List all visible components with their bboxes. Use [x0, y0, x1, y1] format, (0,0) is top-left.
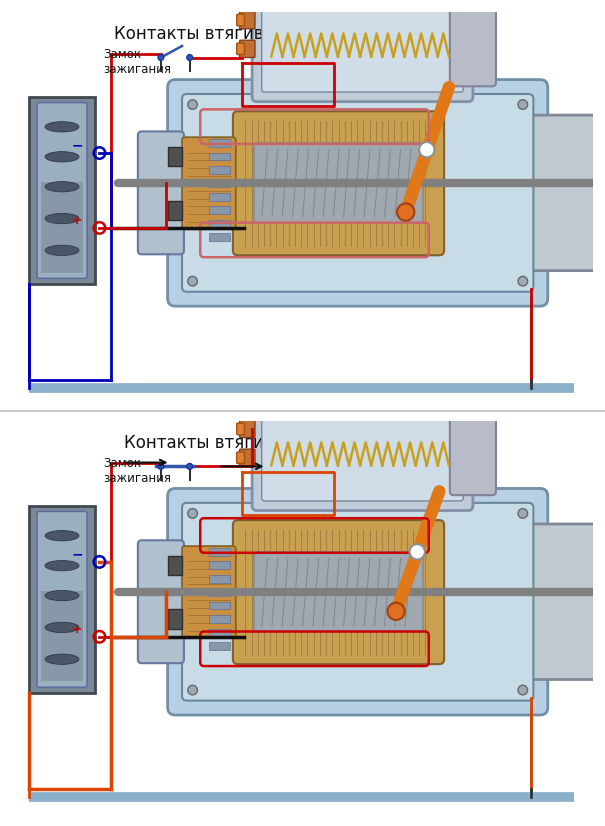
- Ellipse shape: [45, 622, 79, 633]
- Text: Контакты втягивающего реле замкнуты: Контакты втягивающего реле замкнуты: [124, 434, 480, 452]
- FancyBboxPatch shape: [37, 511, 87, 687]
- FancyBboxPatch shape: [182, 546, 236, 638]
- Bar: [209, 179, 230, 188]
- FancyBboxPatch shape: [30, 97, 94, 284]
- FancyBboxPatch shape: [450, 7, 496, 86]
- Circle shape: [158, 463, 164, 469]
- FancyBboxPatch shape: [254, 552, 423, 632]
- Bar: [41, 591, 83, 681]
- FancyBboxPatch shape: [240, 449, 255, 467]
- Bar: [209, 166, 230, 173]
- FancyBboxPatch shape: [168, 147, 182, 166]
- FancyBboxPatch shape: [237, 423, 244, 434]
- Ellipse shape: [45, 182, 79, 192]
- FancyBboxPatch shape: [237, 452, 244, 463]
- Ellipse shape: [45, 245, 79, 255]
- Ellipse shape: [45, 591, 79, 601]
- FancyBboxPatch shape: [240, 12, 255, 29]
- FancyBboxPatch shape: [168, 488, 548, 715]
- FancyBboxPatch shape: [182, 137, 236, 230]
- Ellipse shape: [45, 213, 79, 224]
- Bar: [209, 629, 230, 636]
- Bar: [209, 601, 230, 610]
- FancyBboxPatch shape: [252, 400, 473, 510]
- Circle shape: [410, 544, 425, 559]
- Text: Замок
зажигания: Замок зажигания: [103, 48, 171, 76]
- FancyBboxPatch shape: [138, 131, 184, 254]
- Circle shape: [518, 509, 528, 518]
- Circle shape: [188, 686, 197, 695]
- FancyBboxPatch shape: [240, 420, 255, 438]
- Circle shape: [188, 100, 197, 109]
- Circle shape: [387, 603, 405, 620]
- Circle shape: [518, 100, 528, 109]
- FancyBboxPatch shape: [237, 14, 244, 26]
- Circle shape: [397, 203, 414, 221]
- Bar: [209, 153, 230, 160]
- Circle shape: [158, 55, 164, 60]
- Circle shape: [518, 277, 528, 286]
- FancyBboxPatch shape: [262, 1, 463, 92]
- Circle shape: [187, 463, 192, 469]
- Bar: [209, 233, 230, 241]
- FancyBboxPatch shape: [182, 94, 534, 292]
- Ellipse shape: [45, 152, 79, 162]
- FancyBboxPatch shape: [168, 610, 182, 629]
- Ellipse shape: [45, 530, 79, 541]
- Circle shape: [188, 509, 197, 518]
- Circle shape: [518, 686, 528, 695]
- Circle shape: [187, 55, 192, 60]
- FancyBboxPatch shape: [252, 0, 473, 102]
- FancyBboxPatch shape: [515, 524, 605, 680]
- Text: +: +: [72, 623, 83, 635]
- Text: +: +: [72, 214, 83, 226]
- FancyBboxPatch shape: [240, 40, 255, 58]
- Ellipse shape: [45, 654, 79, 664]
- Bar: [209, 642, 230, 650]
- Bar: [209, 588, 230, 596]
- FancyBboxPatch shape: [182, 503, 534, 700]
- FancyBboxPatch shape: [233, 112, 444, 255]
- Bar: [209, 615, 230, 623]
- Bar: [209, 220, 230, 227]
- Ellipse shape: [45, 561, 79, 571]
- Bar: [209, 575, 230, 582]
- Text: Контакты втягивающего реле разомкнуты: Контакты втягивающего реле разомкнуты: [114, 25, 490, 43]
- Text: −: −: [71, 547, 83, 561]
- FancyBboxPatch shape: [168, 79, 548, 306]
- Circle shape: [419, 142, 434, 157]
- FancyBboxPatch shape: [30, 506, 94, 693]
- FancyBboxPatch shape: [168, 201, 182, 220]
- Ellipse shape: [45, 121, 79, 132]
- FancyBboxPatch shape: [262, 410, 463, 501]
- Text: −: −: [71, 138, 83, 152]
- FancyBboxPatch shape: [233, 520, 444, 664]
- Bar: [41, 183, 83, 273]
- FancyBboxPatch shape: [37, 102, 87, 278]
- FancyBboxPatch shape: [168, 556, 182, 575]
- FancyBboxPatch shape: [237, 43, 244, 55]
- Text: Замок
зажигания: Замок зажигания: [103, 457, 171, 485]
- FancyBboxPatch shape: [254, 143, 423, 223]
- Bar: [209, 192, 230, 201]
- Bar: [209, 548, 230, 556]
- FancyBboxPatch shape: [138, 540, 184, 663]
- Bar: [209, 562, 230, 569]
- FancyBboxPatch shape: [450, 415, 496, 495]
- FancyBboxPatch shape: [515, 115, 605, 271]
- Bar: [209, 139, 230, 147]
- Bar: [209, 206, 230, 214]
- Circle shape: [188, 277, 197, 286]
